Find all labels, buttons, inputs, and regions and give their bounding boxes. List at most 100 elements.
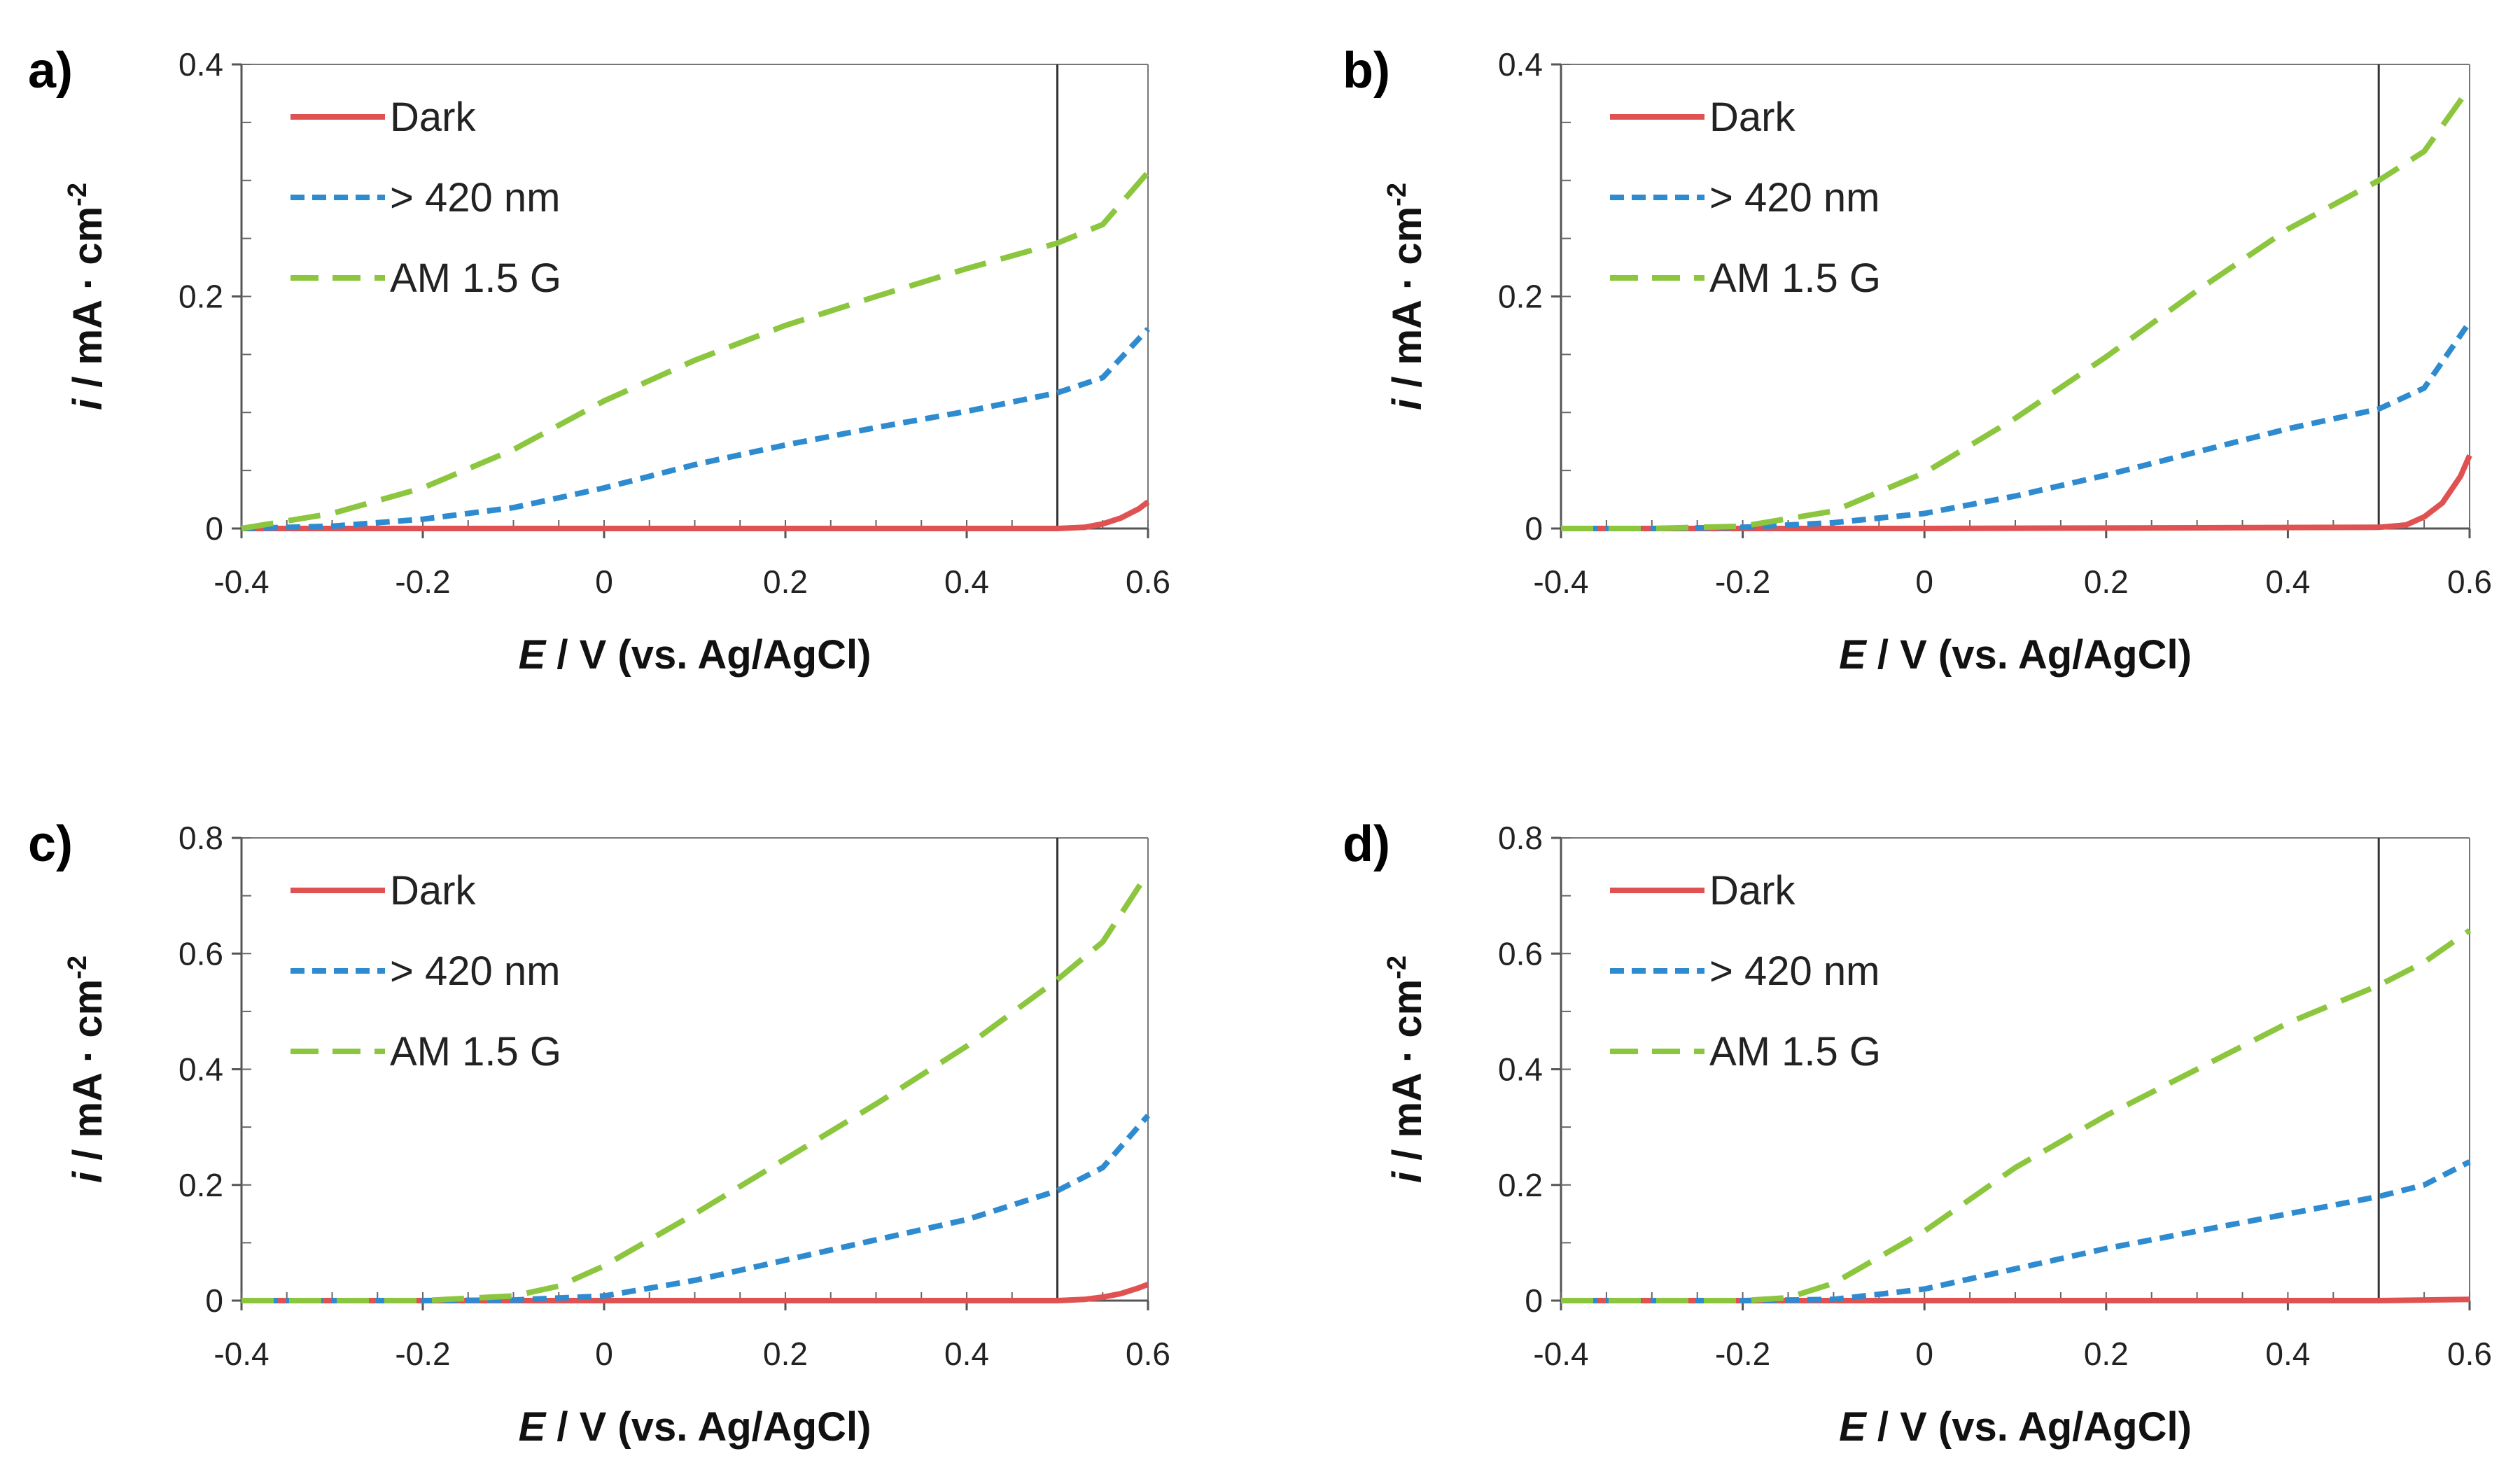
series-line-dark	[1561, 454, 2472, 531]
x-tick-label: 0.6	[2447, 564, 2492, 600]
x-tick-label: 0	[595, 564, 613, 600]
x-axis-title-rest: / V (vs. Ag/AgCl)	[1866, 1404, 2192, 1450]
y-tick-label: 0.2	[1498, 279, 1543, 315]
series-line-420-nm	[1561, 320, 2472, 531]
legend-label: > 420 nm	[1709, 948, 1879, 994]
x-axis-title-italic: E	[1839, 632, 1868, 678]
legend-label: AM 1.5 G	[1709, 255, 1881, 301]
y-tick-label: 0.2	[1498, 1167, 1543, 1203]
y-axis-title-italic: i	[65, 1170, 111, 1183]
x-tick-label: -0.4	[214, 1336, 269, 1372]
series-line-420-nm	[241, 327, 1150, 531]
y-tick-label: 0	[1525, 1282, 1543, 1319]
panel-label: c)	[28, 816, 73, 872]
panel-label: a)	[28, 43, 73, 99]
y-tick-label: 0.8	[178, 820, 223, 856]
series-line-am-1-5-g	[241, 871, 1151, 1303]
x-tick-label: -0.4	[1533, 564, 1588, 600]
y-axis-title: i / mA · cm-2	[1382, 955, 1430, 1183]
legend-label: AM 1.5 G	[390, 1029, 561, 1074]
x-axis-title: E / V (vs. Ag/AgCl)	[519, 632, 872, 678]
panel-label: b)	[1343, 43, 1390, 99]
series-line-420-nm	[241, 1113, 1151, 1303]
chart-panel-2: b) 0 0.2 0.4 -0.4 -0.2 0 0.2 0.4 0.6 Dark > 420 nm A…	[1343, 43, 2492, 678]
x-tick-label: 0.2	[2084, 564, 2129, 600]
y-axis-title: i / mA · cm-2	[1382, 183, 1430, 410]
x-tick-label: 0	[1915, 1336, 1933, 1372]
y-axis-title-rest: / mA · cm	[1385, 979, 1430, 1172]
y-axis-title-rest: / mA · cm	[65, 979, 111, 1172]
x-axis-title-rest: / V (vs. Ag/AgCl)	[1866, 632, 2192, 678]
x-tick-label: -0.2	[395, 1336, 450, 1372]
y-tick-label: 0	[1525, 510, 1543, 547]
legend-label: AM 1.5 G	[1709, 1029, 1881, 1074]
x-tick-label: 0	[1915, 564, 1933, 600]
chart-panel-4: d) 0 0.2 0.4 0.6 0.8 -0.4 -0.2 0 0.2 0.4 0.6 Dark > 4…	[1343, 816, 2492, 1450]
x-tick-label: 0.4	[944, 1336, 989, 1372]
x-tick-label: 0.2	[763, 1336, 808, 1372]
x-axis-title-italic: E	[1839, 1404, 1868, 1450]
x-tick-label: -0.2	[1715, 564, 1770, 600]
y-axis-title-sup: -2	[63, 955, 92, 979]
x-axis-title-italic: E	[519, 1404, 547, 1450]
x-tick-label: 0.6	[1126, 1336, 1170, 1372]
x-tick-label: 0.6	[2447, 1336, 2492, 1372]
y-axis-title-rest: / mA · cm	[1385, 206, 1430, 399]
series-line-am-1-5-g	[1561, 927, 2472, 1303]
legend-label: Dark	[1709, 94, 1795, 140]
y-axis-title-italic: i	[65, 398, 111, 410]
legend-label: Dark	[1709, 868, 1795, 913]
x-tick-label: -0.2	[395, 564, 450, 600]
x-tick-label: -0.4	[1533, 1336, 1588, 1372]
x-tick-label: 0.2	[763, 564, 808, 600]
y-tick-label: 0.2	[178, 279, 223, 315]
y-axis-title: i / mA · cm-2	[63, 183, 111, 410]
y-tick-label: 0	[205, 510, 223, 547]
x-axis-title: E / V (vs. Ag/AgCl)	[1839, 632, 2192, 678]
y-tick-label: 0.4	[178, 1051, 223, 1088]
x-tick-label: 0.4	[2265, 564, 2310, 600]
y-axis-title-italic: i	[1385, 1170, 1430, 1183]
y-axis-title-italic: i	[1385, 398, 1430, 410]
y-axis-title-sup: -2	[1382, 955, 1412, 979]
legend-label: AM 1.5 G	[390, 255, 561, 301]
y-axis-title-rest: / mA · cm	[65, 206, 111, 399]
y-tick-label: 0.6	[1498, 935, 1543, 972]
y-tick-label: 0	[205, 1282, 223, 1319]
series-line-am-1-5-g	[1561, 85, 2472, 531]
x-tick-label: 0.2	[2084, 1336, 2129, 1372]
y-axis-title: i / mA · cm-2	[63, 955, 111, 1183]
chart-panel-1: a) 0 0.2 0.4 -0.4 -0.2 0 0.2 0.4 0.6 Dark > 420 nm A…	[28, 43, 1170, 678]
legend-label: > 420 nm	[1709, 175, 1879, 220]
series-line-am-1-5-g	[241, 170, 1151, 531]
x-axis-title: E / V (vs. Ag/AgCl)	[519, 1404, 872, 1450]
legend-label: Dark	[390, 94, 476, 140]
series-line-dark	[241, 499, 1150, 531]
legend-label: Dark	[390, 868, 476, 913]
y-axis-title-sup: -2	[1382, 183, 1412, 206]
x-tick-label: 0.6	[1126, 564, 1170, 600]
x-axis-title-rest: / V (vs. Ag/AgCl)	[545, 632, 871, 678]
chart-panel-3: c) 0 0.2 0.4 0.6 0.8 -0.4 -0.2 0 0.2 0.4 0.6 Dark > 4…	[28, 816, 1170, 1450]
legend-label: > 420 nm	[390, 175, 560, 220]
x-tick-label: -0.2	[1715, 1336, 1770, 1372]
x-tick-label: -0.4	[214, 564, 269, 600]
panel-label: d)	[1343, 816, 1390, 872]
y-tick-label: 0.4	[1498, 46, 1543, 83]
x-tick-label: 0.4	[944, 564, 989, 600]
y-tick-label: 0.8	[1498, 820, 1543, 856]
x-axis-title: E / V (vs. Ag/AgCl)	[1839, 1404, 2192, 1450]
series-line-420-nm	[1561, 1159, 2471, 1303]
x-axis-title-rest: / V (vs. Ag/AgCl)	[545, 1404, 871, 1450]
x-tick-label: 0.4	[2265, 1336, 2310, 1372]
y-tick-label: 0.4	[178, 46, 223, 83]
y-tick-label: 0.2	[178, 1167, 223, 1203]
y-tick-label: 0.6	[178, 935, 223, 972]
x-axis-title-italic: E	[519, 632, 547, 678]
y-axis-title-sup: -2	[63, 183, 92, 206]
y-tick-label: 0.4	[1498, 1051, 1543, 1088]
series-line-dark	[241, 1282, 1149, 1303]
x-tick-label: 0	[595, 1336, 613, 1372]
legend-label: > 420 nm	[390, 948, 560, 994]
